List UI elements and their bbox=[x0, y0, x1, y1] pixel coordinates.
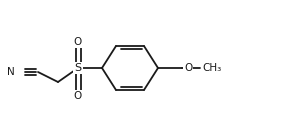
Text: O: O bbox=[74, 37, 82, 47]
Text: S: S bbox=[74, 63, 82, 73]
Text: CH₃: CH₃ bbox=[202, 63, 221, 73]
Text: N: N bbox=[7, 67, 15, 77]
Text: O: O bbox=[184, 63, 192, 73]
Text: O: O bbox=[74, 91, 82, 101]
